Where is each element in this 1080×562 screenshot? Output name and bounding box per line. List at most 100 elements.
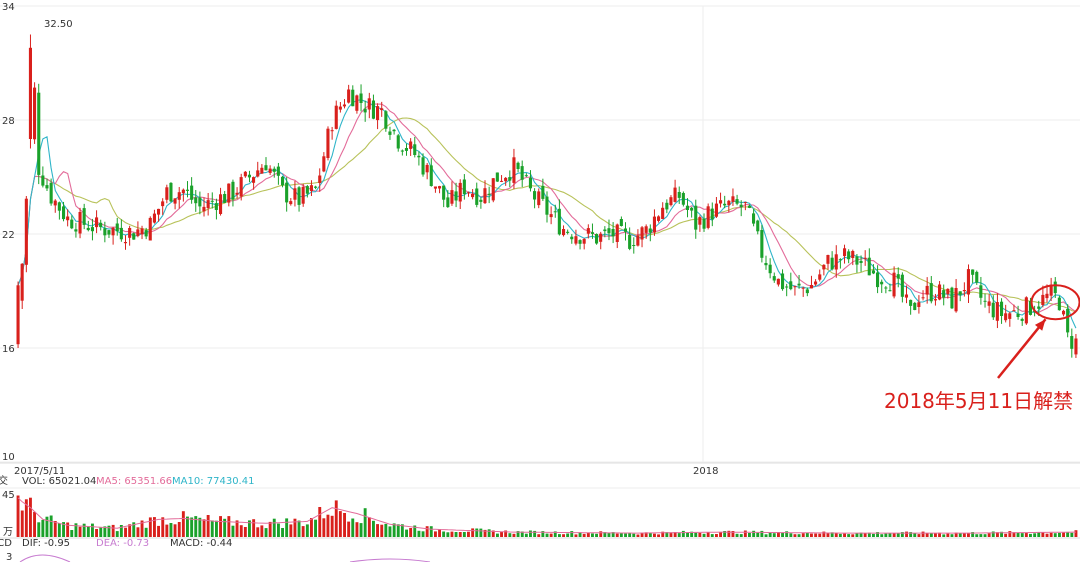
candle-body	[884, 287, 888, 289]
candle-body	[528, 177, 532, 189]
candle-body	[801, 287, 805, 289]
candle-body	[1037, 306, 1041, 309]
candle-body	[557, 208, 561, 235]
candle-body	[462, 179, 466, 194]
candle	[673, 179, 677, 203]
candle-body	[661, 207, 665, 219]
volume-bar	[859, 532, 863, 537]
candle	[772, 272, 776, 283]
volume-bar	[107, 525, 111, 537]
candle	[913, 301, 917, 311]
candle-body	[82, 208, 86, 225]
volume-bar	[772, 533, 776, 537]
volume-bar	[983, 534, 987, 537]
candle	[49, 178, 53, 206]
candle-body	[818, 274, 822, 280]
candle	[268, 165, 272, 176]
candle	[260, 164, 264, 174]
candle-body	[301, 186, 305, 204]
candle	[342, 99, 346, 109]
candle-body	[169, 182, 173, 202]
volume-bar	[1024, 532, 1028, 537]
volume-bar	[880, 534, 884, 537]
candle	[933, 293, 937, 306]
volume-unit-label: 万	[3, 527, 13, 538]
volume-bar	[491, 530, 495, 537]
candle-body	[512, 157, 516, 183]
candle	[599, 231, 603, 250]
candle-body	[276, 166, 280, 176]
volume-bar	[70, 530, 74, 537]
candle-body	[157, 208, 161, 215]
candle	[99, 219, 103, 231]
candle-body	[281, 176, 285, 186]
candle	[483, 180, 487, 204]
volume-bar	[1000, 531, 1003, 537]
candle	[814, 279, 818, 286]
price-tick-label: 10	[2, 452, 15, 463]
candle	[462, 174, 466, 200]
candle-body	[954, 288, 958, 312]
volume-bar	[115, 531, 119, 537]
candle-body	[971, 269, 975, 275]
candle-body	[181, 189, 185, 194]
candle	[657, 215, 661, 223]
volume-bar	[260, 525, 264, 537]
volume-bar	[215, 520, 218, 537]
candle	[628, 227, 632, 251]
volume-bar	[33, 511, 36, 537]
candle	[822, 264, 826, 276]
candle-body	[177, 192, 181, 200]
annotation-arrow-head	[1034, 319, 1046, 331]
candle-body	[318, 175, 322, 183]
candle	[446, 190, 450, 208]
volume-bar	[334, 500, 338, 537]
volume-bar	[686, 533, 689, 537]
volume-bar	[504, 530, 508, 537]
annotation-arrow-line	[997, 318, 1047, 379]
candle-body	[165, 187, 169, 200]
candle-body	[1066, 309, 1070, 333]
candle	[847, 249, 851, 264]
volume-bar	[826, 533, 830, 537]
candle-body	[933, 299, 937, 301]
candle-body	[714, 203, 718, 217]
candle	[140, 225, 144, 240]
candle-body	[342, 104, 346, 107]
candle	[826, 254, 830, 270]
volume-bar	[277, 523, 280, 537]
candle-body	[880, 281, 884, 285]
volume-bar	[743, 530, 747, 537]
volume-bar	[305, 524, 309, 537]
candle-body	[243, 171, 247, 177]
volume-bar	[95, 529, 98, 537]
candle-body	[843, 248, 847, 257]
volume-bar	[735, 533, 739, 537]
candle	[1045, 284, 1049, 303]
volume-bar	[979, 534, 983, 537]
date-axis: 2017/5/11 2018	[14, 466, 718, 477]
candle	[24, 196, 28, 273]
candle-body	[214, 203, 218, 210]
candle-body	[413, 144, 417, 155]
volume-bar	[359, 523, 363, 537]
candle	[247, 170, 251, 183]
candle-body	[1012, 310, 1016, 312]
volume-bar	[417, 530, 421, 537]
volume-bar	[421, 531, 425, 537]
candle	[309, 180, 313, 196]
candle-body	[53, 200, 57, 206]
candle	[950, 286, 954, 309]
volume-ma-line	[17, 497, 1076, 534]
candle	[103, 221, 107, 243]
candle	[975, 270, 979, 285]
volume-bar	[322, 518, 326, 537]
candle-body	[293, 188, 297, 200]
candle	[334, 100, 338, 130]
candle-body	[210, 200, 214, 202]
volume-bar	[582, 533, 586, 537]
volume-bar	[409, 528, 413, 537]
candle-body	[202, 206, 206, 212]
volume-bar	[508, 533, 512, 537]
volume-bar	[706, 532, 710, 537]
